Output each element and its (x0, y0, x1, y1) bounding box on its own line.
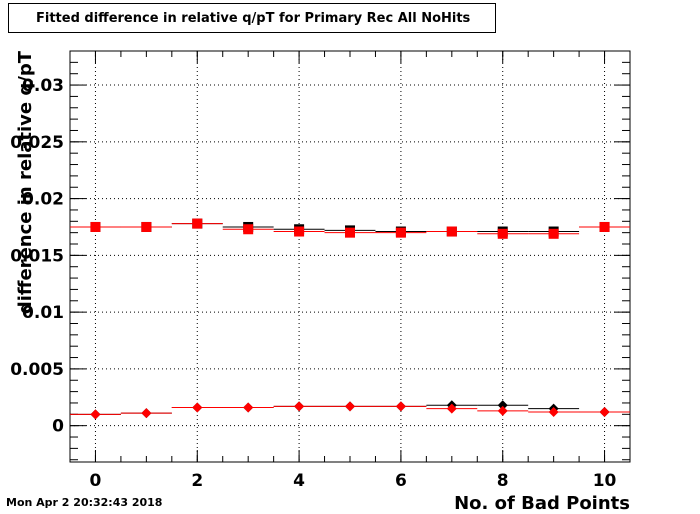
x-tick-label: 10 (593, 471, 617, 491)
axis-ticks (69, 50, 631, 462)
diamond-marker (141, 408, 152, 419)
chart-title-box: Fitted difference in relative q/pT for P… (8, 3, 496, 33)
chart-title: Fitted difference in relative q/pT for P… (36, 10, 471, 26)
diamond-marker (192, 402, 203, 413)
square-marker (192, 218, 203, 229)
diamond-marker (294, 401, 305, 412)
y-tick-label: 0.03 (22, 76, 64, 96)
data-series (70, 218, 630, 420)
square-marker (395, 227, 406, 238)
diamond-marker (90, 409, 101, 420)
x-tick-label: 6 (395, 471, 407, 491)
series-1 (70, 218, 630, 239)
y-tick-label: 0.005 (10, 360, 64, 380)
square-marker (446, 226, 457, 237)
plot-frame (69, 50, 631, 463)
x-tick-label: 2 (191, 471, 203, 491)
x-tick-label: 0 (90, 471, 102, 491)
diamond-marker (599, 407, 610, 418)
square-marker (497, 228, 508, 239)
square-marker (345, 227, 355, 238)
y-tick-label: 0 (52, 417, 64, 437)
diamond-marker (446, 403, 457, 414)
y-tick-label: 0.01 (22, 303, 64, 323)
x-tick-label: 8 (497, 471, 509, 491)
y-tick-label: 0.015 (10, 246, 64, 266)
y-tick-label: 0.025 (10, 133, 64, 153)
diamond-marker (243, 402, 254, 413)
diamond-marker (345, 401, 355, 412)
series-3 (70, 401, 630, 420)
diamond-marker (395, 401, 406, 412)
y-tick-label: 0.02 (22, 190, 64, 210)
diamond-marker (497, 400, 508, 411)
square-marker (548, 228, 559, 239)
square-marker (90, 221, 101, 232)
tick-labels: 0 2 4 6 8 10 0 0.005 0.01 0.015 0.02 0.025 0.03 (10, 76, 616, 491)
diamond-marker (497, 405, 508, 416)
x-axis-title: No. of Bad Points (454, 493, 630, 514)
grid (70, 51, 630, 462)
square-marker (599, 221, 610, 232)
square-marker (243, 224, 254, 235)
diamond-marker (548, 407, 559, 418)
square-marker (294, 226, 305, 237)
y-axis-title: difference in relative q/pT (15, 50, 36, 314)
x-tick-label: 4 (293, 471, 305, 491)
timestamp: Mon Apr 2 20:32:43 2018 (6, 496, 163, 509)
square-marker (141, 221, 152, 232)
